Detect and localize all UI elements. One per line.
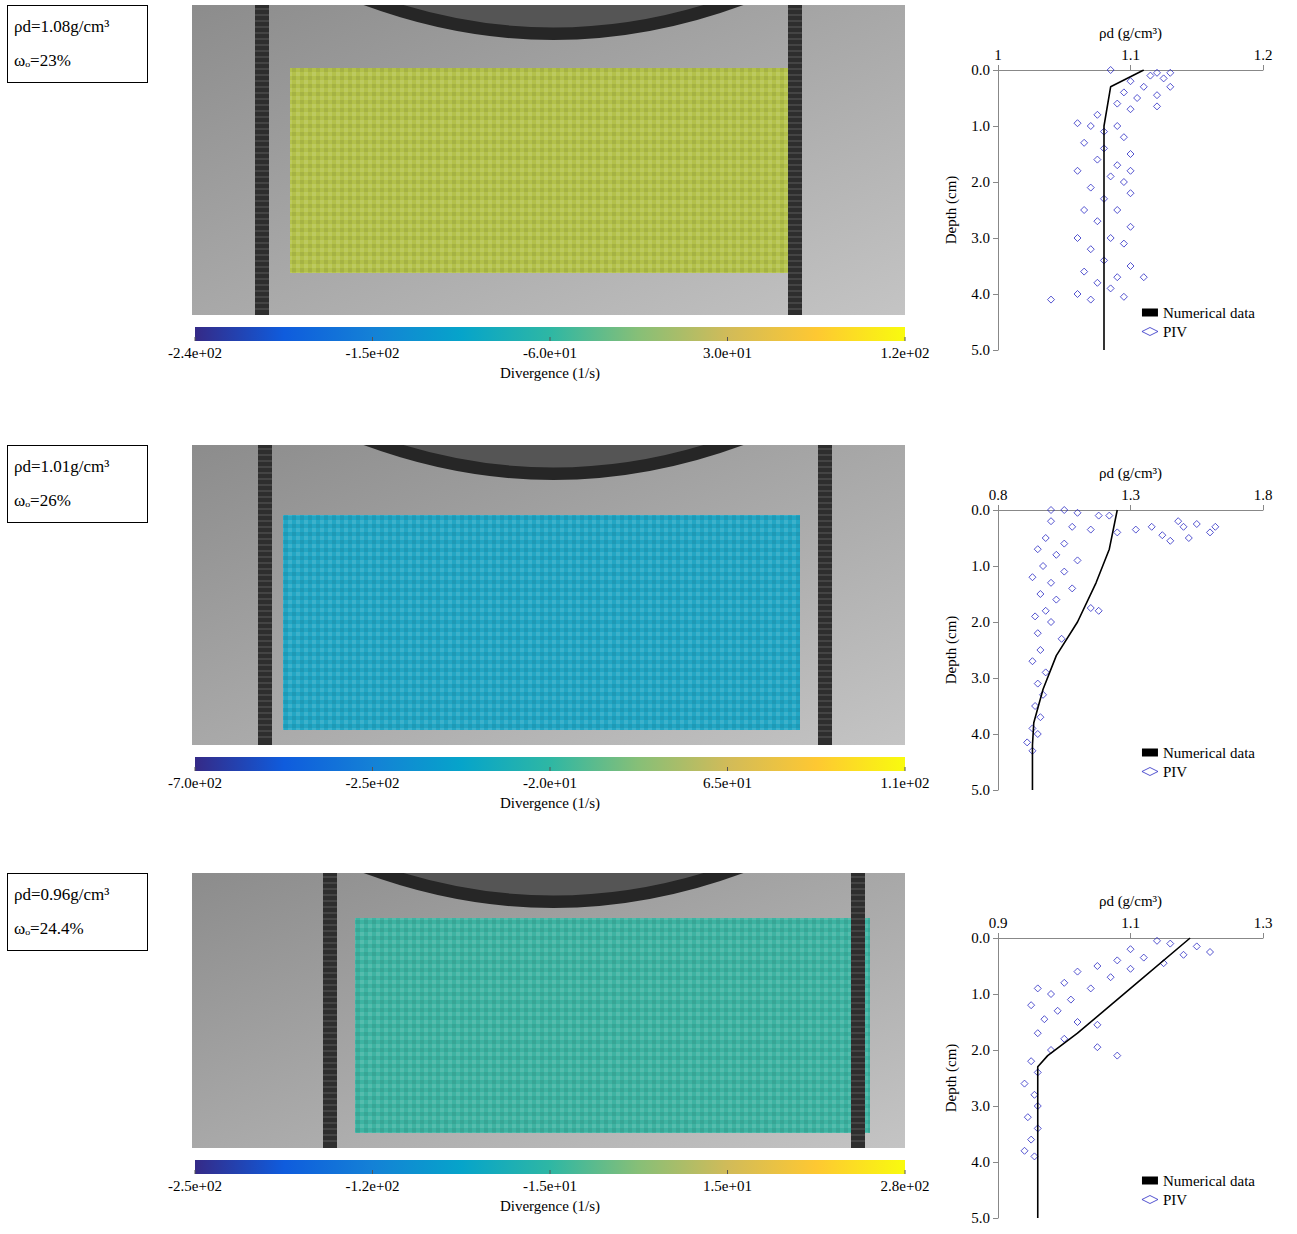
svg-text:-7.0e+02: -7.0e+02 <box>168 775 222 791</box>
svg-text:1.2: 1.2 <box>1254 47 1273 63</box>
svg-text:1.1e+02: 1.1e+02 <box>881 775 930 791</box>
svg-text:-1.2e+02: -1.2e+02 <box>346 1178 400 1194</box>
html-text:ωₒ=23%: ωₒ=23% <box>14 51 71 70</box>
html-text:ωₒ=24.4%: ωₒ=24.4% <box>14 919 84 938</box>
svg-text:6.5e+01: 6.5e+01 <box>703 775 752 791</box>
svg-text:PIV: PIV <box>1163 324 1187 340</box>
svg-text:1.1: 1.1 <box>1121 47 1140 63</box>
svg-text:-1.5e+01: -1.5e+01 <box>523 1178 577 1194</box>
svg-text:0.0: 0.0 <box>971 502 990 518</box>
svg-text:0.8: 0.8 <box>989 487 1008 503</box>
svg-text:1.5e+01: 1.5e+01 <box>703 1178 752 1194</box>
svg-text:2.8e+02: 2.8e+02 <box>881 1178 930 1194</box>
svg-text:1.0: 1.0 <box>971 558 990 574</box>
svg-text:2.0: 2.0 <box>971 1042 990 1058</box>
svg-text:1.3: 1.3 <box>1254 915 1273 931</box>
svg-text:5.0: 5.0 <box>971 782 990 798</box>
svg-text:ρd (g/cm³): ρd (g/cm³) <box>1099 25 1162 42</box>
svg-text:5.0: 5.0 <box>971 342 990 358</box>
svg-text:3.0e+01: 3.0e+01 <box>703 345 752 361</box>
svg-text:1.0: 1.0 <box>971 118 990 134</box>
html-text:ωₒ=26%: ωₒ=26% <box>14 491 71 510</box>
svg-text:-6.0e+01: -6.0e+01 <box>523 345 577 361</box>
svg-text:4.0: 4.0 <box>971 726 990 742</box>
html-text:ρd=0.96g/cm³: ρd=0.96g/cm³ <box>14 885 110 904</box>
svg-text:3.0: 3.0 <box>971 670 990 686</box>
svg-text:-1.5e+02: -1.5e+02 <box>346 345 400 361</box>
svg-text:-2.4e+02: -2.4e+02 <box>168 345 222 361</box>
svg-text:Depth (cm): Depth (cm) <box>943 616 960 685</box>
svg-text:ρd (g/cm³): ρd (g/cm³) <box>1099 465 1162 482</box>
svg-text:-2.5e+02: -2.5e+02 <box>346 775 400 791</box>
svg-text:0.0: 0.0 <box>971 62 990 78</box>
svg-text:1.8: 1.8 <box>1254 487 1273 503</box>
svg-text:3.0: 3.0 <box>971 230 990 246</box>
svg-text:-2.0e+01: -2.0e+01 <box>523 775 577 791</box>
svg-text:4.0: 4.0 <box>971 286 990 302</box>
html-text:ρd=1.01g/cm³: ρd=1.01g/cm³ <box>14 457 110 476</box>
svg-text:3.0: 3.0 <box>971 1098 990 1114</box>
svg-text:2.0: 2.0 <box>971 174 990 190</box>
svg-text:1.3: 1.3 <box>1121 487 1140 503</box>
svg-text:PIV: PIV <box>1163 1192 1187 1208</box>
svg-text:2.0: 2.0 <box>971 614 990 630</box>
svg-text:1: 1 <box>994 47 1002 63</box>
svg-text:Depth (cm): Depth (cm) <box>943 176 960 245</box>
svg-text:1.0: 1.0 <box>971 986 990 1002</box>
svg-text:Divergence (1/s): Divergence (1/s) <box>500 795 600 812</box>
svg-text:Divergence (1/s): Divergence (1/s) <box>500 1198 600 1215</box>
svg-text:Numerical data: Numerical data <box>1163 305 1255 321</box>
svg-text:5.0: 5.0 <box>971 1210 990 1226</box>
svg-text:1.2e+02: 1.2e+02 <box>881 345 930 361</box>
svg-text:0.9: 0.9 <box>989 915 1008 931</box>
svg-text:Numerical data: Numerical data <box>1163 1173 1255 1189</box>
svg-text:-2.5e+02: -2.5e+02 <box>168 1178 222 1194</box>
svg-text:PIV: PIV <box>1163 764 1187 780</box>
svg-text:0.0: 0.0 <box>971 930 990 946</box>
html-text:ρd=1.08g/cm³: ρd=1.08g/cm³ <box>14 17 110 36</box>
svg-text:1.1: 1.1 <box>1121 915 1140 931</box>
svg-text:Numerical data: Numerical data <box>1163 745 1255 761</box>
svg-text:ρd (g/cm³): ρd (g/cm³) <box>1099 893 1162 910</box>
svg-text:Depth (cm): Depth (cm) <box>943 1044 960 1113</box>
svg-text:4.0: 4.0 <box>971 1154 990 1170</box>
svg-text:Divergence (1/s): Divergence (1/s) <box>500 365 600 382</box>
